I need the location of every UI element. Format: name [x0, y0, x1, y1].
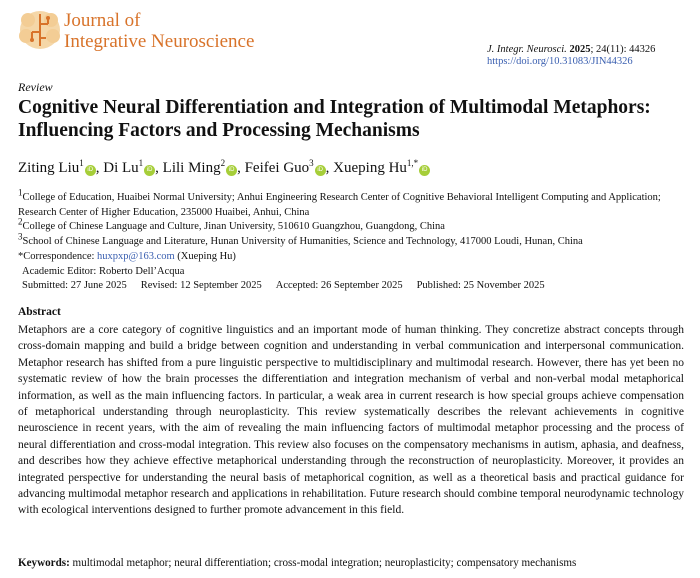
affiliation-text: College of Chinese Language and Culture,…	[22, 221, 445, 233]
keywords: Keywords: multimodal metaphor; neural di…	[18, 556, 576, 570]
author: Xueping Hu1,*iD	[333, 158, 431, 176]
author-affiliation-sup: 1	[79, 158, 84, 168]
correspondence-label: *Correspondence:	[18, 250, 95, 262]
affiliations: 1College of Education, Huaibei Normal Un…	[18, 187, 688, 294]
abstract-text: Metaphors are a core category of cogniti…	[18, 324, 684, 517]
date-accepted: Accepted: 26 September 2025	[275, 280, 403, 292]
affiliation-number: 3	[18, 231, 23, 242]
date-published: Published: 25 November 2025	[416, 280, 545, 292]
dates: Submitted: 27 June 2025 Revised: 12 Septe…	[18, 279, 688, 294]
author-name: Di Lu	[103, 160, 139, 176]
author-name: Lili Ming	[162, 160, 221, 176]
affiliation-text: College of Education, Huaibei Normal Uni…	[18, 192, 661, 218]
article-type: Review	[18, 80, 53, 94]
author-list: Ziting Liu1iD, Di Lu1iD, Lili Ming2iD, F…	[18, 158, 431, 178]
author: Lili Ming2iD,	[162, 158, 245, 176]
date-revised: Revised: 12 September 2025	[140, 280, 262, 292]
orcid-icon[interactable]: iD	[84, 165, 96, 176]
author-affiliation-sup: 3	[309, 158, 314, 168]
author: Feifei Guo3iD,	[244, 158, 334, 176]
journal-name-line2: Integrative Neuroscience	[64, 31, 255, 52]
author: Ziting Liu1iD,	[18, 158, 104, 176]
date-submitted: Submitted: 27 June 2025	[22, 280, 127, 292]
affiliation: 1College of Education, Huaibei Normal Un…	[18, 187, 688, 220]
affiliation-number: 1	[18, 187, 23, 198]
orcid-icon[interactable]: iD	[144, 165, 156, 176]
citation: J. Integr. Neurosci. 2025; 24(11): 44326…	[487, 44, 655, 68]
author-affiliation-sup: 2	[220, 158, 226, 168]
affiliation-text: School of Chinese Language and Literatur…	[22, 236, 583, 248]
author-name: Xueping Hu	[333, 160, 407, 176]
journal-logo-brain-icon	[19, 11, 60, 49]
affiliation-number: 2	[18, 216, 23, 227]
affiliation: 3School of Chinese Language and Literatu…	[18, 231, 688, 250]
orcid-icon[interactable]: iD	[314, 165, 326, 176]
orcid-icon[interactable]: iD	[226, 165, 238, 176]
citation-journal: J. Integr. Neurosci.	[487, 44, 567, 55]
abstract-heading: Abstract	[18, 306, 61, 318]
author-name: Ziting Liu	[18, 160, 80, 176]
author-affiliation-sup: 1,*	[406, 158, 419, 168]
author: Di Lu1iD,	[103, 158, 163, 176]
author-affiliation-sup: 1	[138, 158, 144, 168]
correspondence-email[interactable]: huxpxp@163.com	[97, 250, 175, 262]
citation-volume: ; 24(11): 44326	[590, 44, 656, 55]
keywords-label: Keywords:	[18, 557, 70, 569]
journal-name: Journal of Integrative Neuroscience	[64, 10, 254, 52]
author-name: Feifei Guo	[244, 160, 310, 176]
affiliation: 2College of Chinese Language and Culture…	[18, 216, 688, 235]
article-title: Cognitive Neural Differentiation and Int…	[18, 97, 651, 141]
journal-name-line1: Journal of	[64, 10, 141, 31]
academic-editor: Academic Editor: Roberto Dell’Acqua	[22, 265, 185, 277]
citation-year: 2025	[569, 44, 591, 55]
orcid-icon[interactable]: iD	[419, 165, 431, 176]
doi-link[interactable]: https://doi.org/10.31083/JIN44326	[487, 56, 633, 67]
keywords-text: multimodal metaphor; neural differentiat…	[72, 557, 577, 569]
correspondence-name: (Xueping Hu)	[177, 250, 236, 262]
